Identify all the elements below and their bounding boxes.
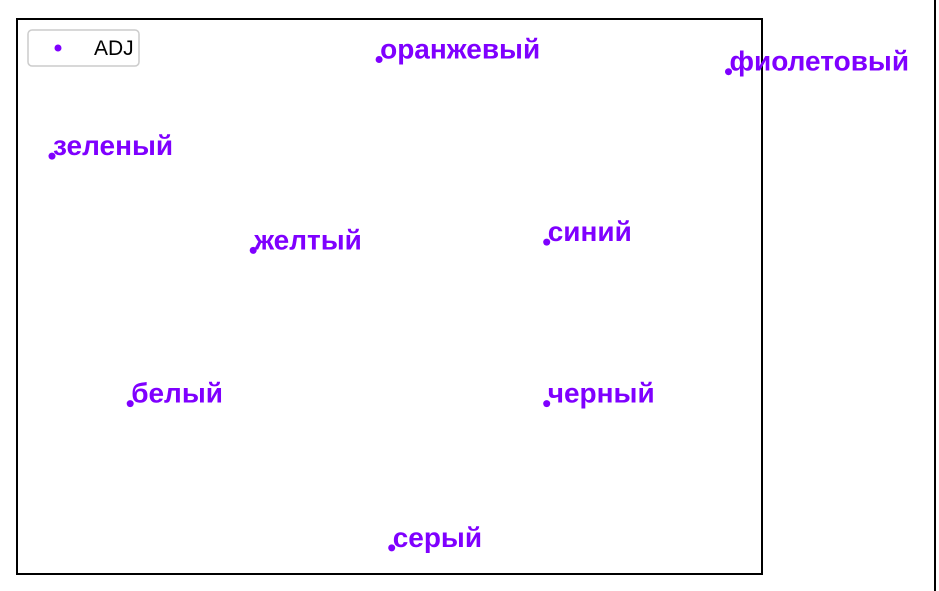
data-point-label: фиолетовый	[730, 46, 910, 77]
legend-box	[27, 29, 140, 67]
data-points-layer: оранжевый фиолетовый зеленый желтый синий бел…	[48, 34, 910, 553]
data-point-label: черный	[548, 378, 655, 409]
data-point-label: зеленый	[53, 130, 173, 161]
data-point-label: синий	[548, 216, 632, 247]
legend-label: ADJ	[94, 37, 134, 60]
data-point	[543, 400, 551, 408]
legend: ADJ	[27, 29, 140, 67]
data-point	[375, 56, 383, 63]
data-point	[249, 246, 257, 254]
plot-area-frame	[16, 18, 763, 575]
data-point	[48, 152, 56, 160]
data-point-label: оранжевый	[380, 34, 540, 65]
data-point	[725, 68, 732, 76]
data-point	[388, 544, 396, 552]
data-point	[543, 238, 551, 246]
data-point-label: серый	[393, 522, 482, 553]
data-point-label: желтый	[253, 224, 362, 255]
legend-marker	[54, 44, 62, 52]
data-point-label: белый	[131, 378, 223, 409]
data-point	[126, 400, 134, 408]
